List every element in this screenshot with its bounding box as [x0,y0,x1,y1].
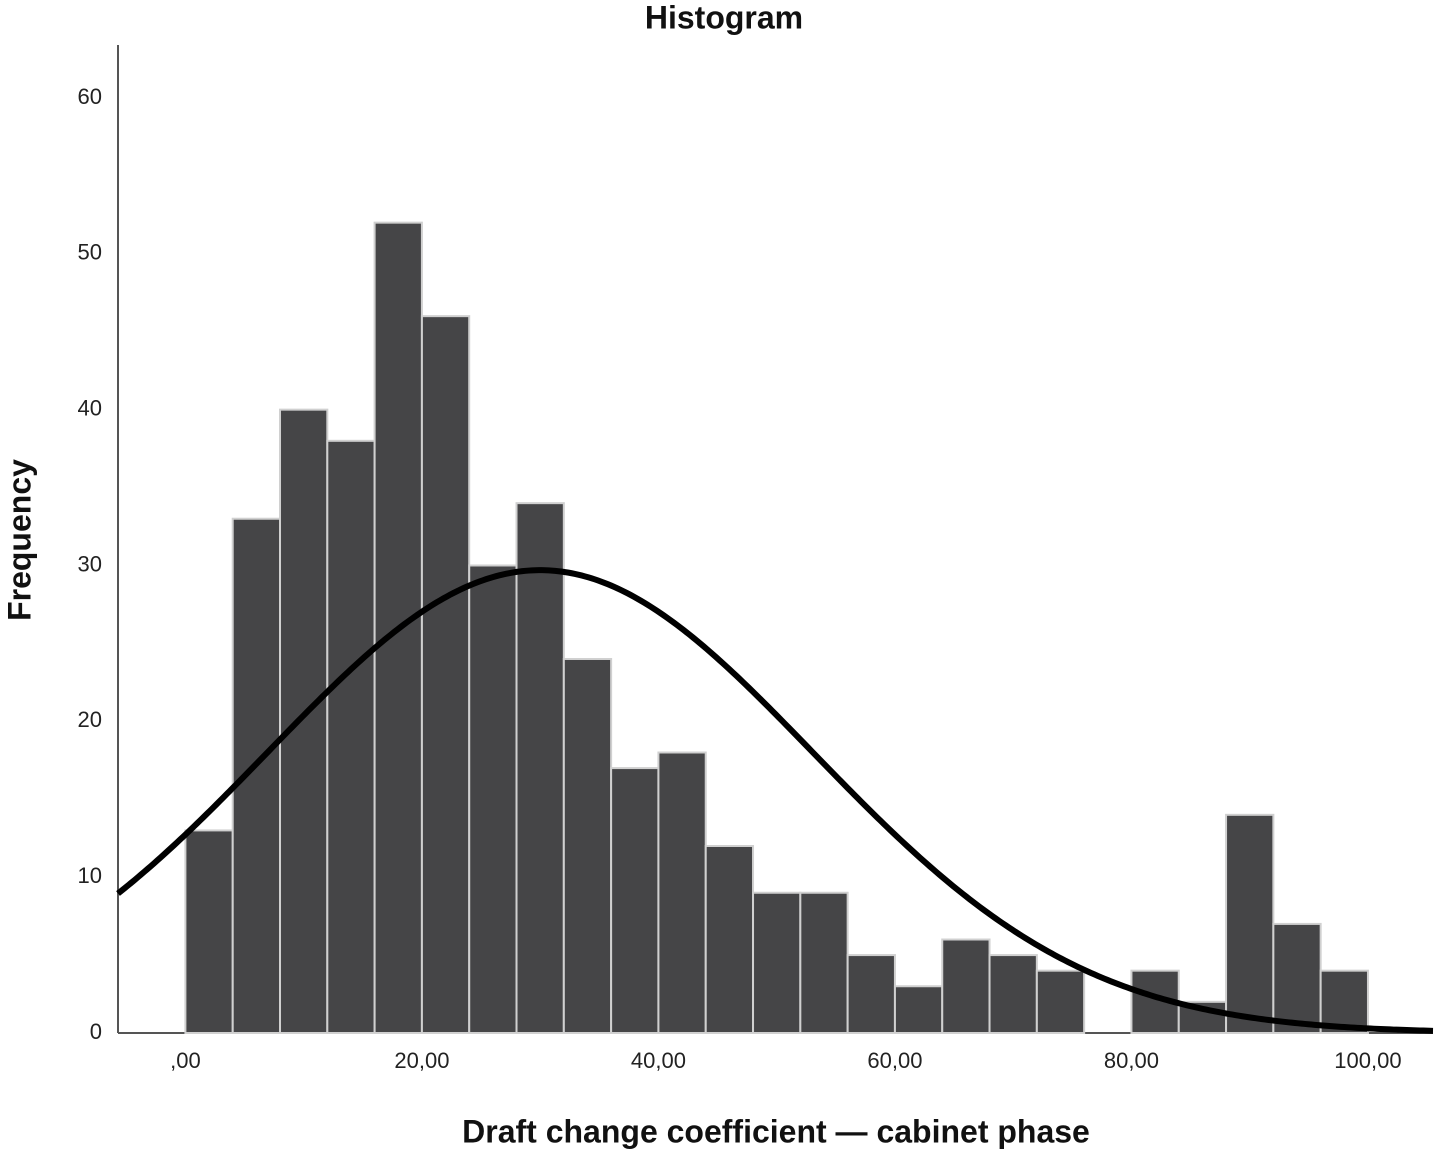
bar [610,767,660,1034]
y-tick-label: 20 [78,707,102,732]
x-tick-label: 100,00 [1334,1048,1401,1073]
x-tick-label: ,00 [170,1048,201,1073]
bar [1272,922,1322,1035]
bar [562,657,613,1035]
normal-curve [116,567,1434,1034]
bar [799,891,849,1034]
bar [752,891,802,1034]
bar [846,954,896,1035]
bar [420,315,471,1034]
chart-title: Histogram [645,0,803,35]
y-tick-label: 50 [78,240,102,265]
bar [468,564,518,1034]
bar [988,954,1038,1035]
bar [326,439,376,1034]
y-axis-label: Frequency [1,459,37,621]
bar [704,844,755,1034]
bar [941,938,991,1034]
bar [1225,813,1275,1034]
y-tick-label: 30 [78,551,102,576]
y-tick-label: 40 [78,395,102,420]
x-tick-label: 60,00 [867,1048,922,1073]
bar [279,408,329,1035]
bar [231,517,282,1034]
x-tick-label: 20,00 [394,1048,449,1073]
y-tick-label: 60 [78,84,102,109]
bar [515,502,565,1034]
x-tick-label: 40,00 [631,1048,686,1073]
bar [893,985,944,1034]
bar [1035,969,1086,1034]
y-tick-label: 10 [78,863,102,888]
bar [657,751,707,1034]
y-tick-label: 0 [90,1019,102,1044]
x-axis-label: Draft change coefficient — cabinet phase [462,1113,1090,1149]
x-tick-label: 80,00 [1104,1048,1159,1073]
bar [1319,969,1369,1034]
bar [184,829,234,1035]
